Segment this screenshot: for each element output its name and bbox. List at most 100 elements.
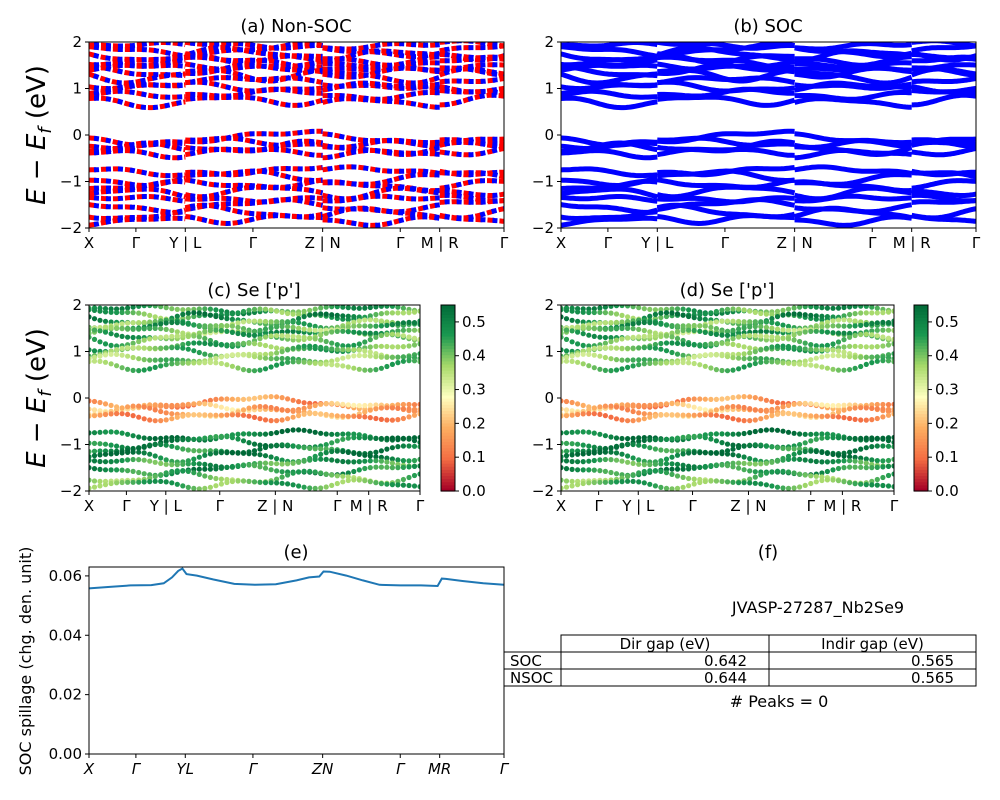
panel-c-point — [97, 328, 103, 334]
panel-c-point — [406, 310, 412, 316]
panel-c-point — [97, 358, 103, 364]
panel-c-point — [362, 305, 368, 311]
panel-d-point — [702, 412, 708, 418]
panel-d-point — [613, 367, 620, 373]
panel-d-point — [658, 412, 664, 418]
panel-d-point — [575, 309, 581, 315]
panel-c-point — [351, 468, 357, 475]
panel-c-point — [356, 318, 362, 324]
panel-c-point — [174, 329, 180, 335]
panel-c-point — [340, 458, 346, 465]
panel-c-point — [102, 309, 109, 315]
panel-d-point — [730, 336, 736, 342]
panel-b-band-line — [911, 188, 976, 198]
panel-c-point — [130, 403, 136, 409]
panel-e-ytick-label: 0.04 — [49, 626, 82, 644]
panel-c-point — [262, 366, 269, 372]
panel-d-xtick-label: M | R — [823, 497, 861, 515]
panel-c-point — [411, 309, 418, 315]
panel-d-point — [641, 327, 647, 334]
panel-c-point — [301, 411, 307, 417]
panel-d-point — [713, 407, 720, 413]
panel-c-point — [307, 485, 313, 491]
panel-c-point — [196, 436, 202, 442]
panel-d-point — [747, 345, 753, 351]
panel-a-xtick-label: X — [84, 234, 94, 252]
panel-d-point — [619, 312, 625, 318]
panel-c-point — [229, 311, 235, 317]
panel-c-point — [345, 305, 351, 311]
panel-d-point — [885, 457, 892, 464]
panel-d-point — [686, 475, 692, 482]
panel-d-point — [858, 331, 864, 338]
panel-c-point — [384, 343, 390, 350]
panel-d-point — [625, 318, 631, 325]
panel-d-point — [819, 324, 825, 330]
panel-d-point — [597, 334, 603, 340]
panel-a-band-line-blue — [439, 170, 504, 180]
panel-b-band-line — [656, 75, 796, 86]
panel-c-point — [229, 435, 235, 441]
panel-b-xtick-label: Y | L — [640, 234, 674, 252]
panel-d-point — [780, 411, 786, 417]
panel-d-point — [885, 443, 892, 449]
panel-d-point — [885, 327, 892, 333]
panel-d-point — [619, 336, 625, 342]
panel-d-point — [580, 342, 586, 348]
panel-c-point — [125, 411, 131, 417]
panel-d-point — [824, 353, 831, 359]
panel-d-point — [747, 324, 753, 330]
panel-a-band-line-blue — [89, 55, 186, 68]
panel-c-point — [400, 401, 406, 408]
panel-c-point — [185, 346, 191, 352]
panel-c-point — [229, 450, 235, 456]
panel-a-band-line-blue — [321, 96, 440, 110]
panel-c-point — [180, 307, 186, 313]
panel-d-point — [663, 436, 670, 442]
panel-d-point — [885, 335, 892, 341]
panel-d-point — [736, 431, 742, 437]
colorbar-segment — [441, 475, 455, 480]
panel-c-point — [395, 332, 401, 338]
colorbar-segment — [914, 329, 928, 334]
panel-d-point — [674, 473, 681, 479]
panel-d-point — [686, 323, 692, 329]
panel-c-point — [147, 366, 153, 372]
panel-c-point — [268, 418, 274, 424]
panel-d-point — [813, 436, 819, 442]
panel-d-point — [719, 367, 725, 374]
panel-c-point — [323, 311, 329, 317]
panel-c-point — [279, 309, 285, 315]
panel-c-point — [191, 360, 197, 366]
panel-c-point — [362, 317, 368, 323]
panel-c-point — [174, 333, 180, 339]
panel-c-point — [373, 458, 379, 464]
panel-d-point — [797, 446, 803, 452]
panel-c-point — [89, 465, 92, 471]
colorbar-tick-label: 0.5 — [935, 313, 959, 331]
panel-c-point — [334, 305, 340, 310]
panel-d-point — [736, 480, 742, 486]
panel-c-point — [218, 433, 224, 439]
table-cell — [768, 668, 977, 687]
panel-d-point — [697, 316, 703, 322]
panel-c-point — [384, 331, 390, 338]
panel-d-point — [586, 458, 592, 464]
panel-d-point — [569, 339, 575, 345]
panel-d-point — [769, 320, 775, 326]
panel-d-point — [652, 341, 659, 348]
colorbar-segment — [441, 429, 455, 433]
panel-c-point — [406, 327, 412, 333]
panel-e-xtick-label: X — [83, 760, 95, 778]
panel-d-point — [858, 481, 864, 487]
panel-d-point — [625, 453, 631, 459]
panel-c-point — [213, 475, 219, 482]
panel-d-point — [741, 356, 747, 362]
panel-d-point — [575, 451, 581, 457]
panel-d-point — [869, 482, 875, 488]
panel-c-point — [235, 365, 241, 371]
panel-c-point — [180, 402, 186, 408]
panel-c-point — [152, 357, 158, 363]
